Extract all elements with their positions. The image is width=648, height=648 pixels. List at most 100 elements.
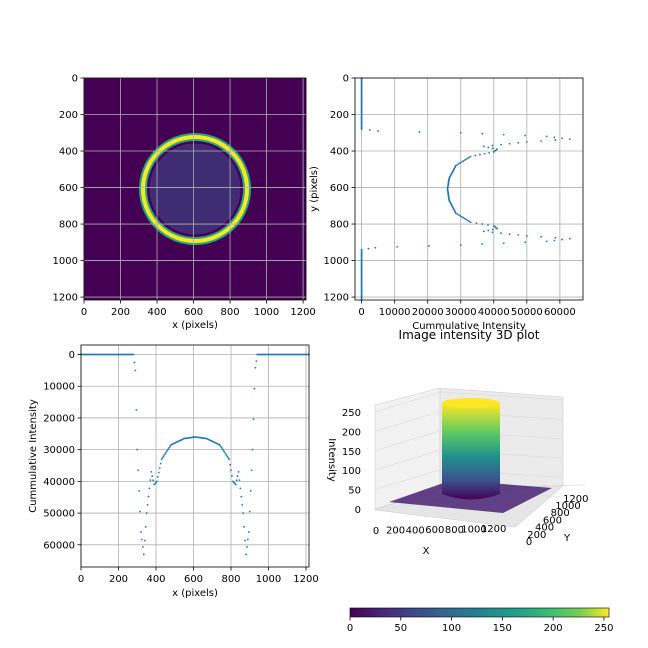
y-profile-point bbox=[540, 235, 543, 238]
surface-zlabel: Intensity bbox=[326, 438, 337, 482]
x-profile-point bbox=[228, 458, 231, 461]
y-profile-point bbox=[517, 234, 520, 236]
y-profile-xtick-label: 10000 bbox=[379, 307, 411, 318]
y-profile-point bbox=[465, 218, 468, 221]
x-profile-xtick-label: 1200 bbox=[293, 574, 318, 585]
y-profile-ytick-label: 1000 bbox=[324, 256, 349, 267]
y-profile-point bbox=[502, 133, 505, 136]
surface-xtick-label: 600 bbox=[425, 525, 444, 536]
y-profile-point bbox=[561, 238, 563, 241]
x-profile-point bbox=[143, 539, 146, 542]
y-profile-point bbox=[456, 163, 459, 166]
colorbar-tick-label: 0 bbox=[347, 623, 353, 634]
x-profile-point bbox=[164, 452, 167, 455]
y-profile-point bbox=[462, 216, 465, 219]
x-profile-point bbox=[240, 495, 243, 498]
x-profile-point bbox=[249, 489, 252, 492]
y-profile-point bbox=[508, 233, 511, 235]
x-profile-ytick-label: 0 bbox=[69, 350, 75, 361]
x-profile-point bbox=[156, 480, 158, 483]
colorbar-tick-label: 150 bbox=[493, 623, 512, 634]
x-profile-xtick-label: 600 bbox=[184, 574, 203, 585]
y-profile-xtick-label: 0 bbox=[358, 307, 364, 318]
surface-ytick-label: 1000 bbox=[555, 501, 580, 512]
y-profile-point bbox=[482, 145, 485, 148]
y-profile-point bbox=[568, 237, 571, 240]
surface-xtick-label: 400 bbox=[406, 525, 425, 536]
ring-inner-dark bbox=[149, 143, 241, 235]
x-profile-point bbox=[166, 449, 169, 452]
x-profile-ytick-label: 20000 bbox=[43, 413, 75, 424]
surface-ztick-label: 100 bbox=[342, 466, 361, 477]
y-profile-point bbox=[428, 245, 430, 247]
surface-ytick-label: 400 bbox=[535, 523, 554, 534]
heatmap-ytick-label: 200 bbox=[59, 110, 78, 121]
x-profile-point bbox=[138, 489, 141, 492]
x-profile-frame bbox=[80, 344, 310, 568]
x-profile-point bbox=[134, 369, 137, 372]
x-profile-xtick-label: 800 bbox=[221, 574, 240, 585]
surface-zgrid bbox=[374, 469, 441, 490]
heatmap-ytick-label: 1200 bbox=[53, 293, 78, 304]
y-profile-point bbox=[368, 129, 371, 131]
colorbar-tick-label: 50 bbox=[394, 623, 407, 634]
surface-ytick-label: 1200 bbox=[563, 494, 588, 505]
surface-xtick-label: 800 bbox=[445, 525, 464, 536]
y-profile-point bbox=[500, 143, 502, 146]
surface-pillar bbox=[442, 404, 500, 500]
heatmap-xtick-label: 400 bbox=[147, 307, 166, 318]
surface-ztick-label: 0 bbox=[355, 505, 361, 516]
colorbar: 0 50 100 150 200 250 bbox=[347, 607, 613, 634]
y-profile-point bbox=[545, 240, 548, 243]
x-profile-point bbox=[234, 483, 237, 486]
y-profile-ytick-label: 800 bbox=[330, 220, 349, 231]
heatmap-xtick-label: 600 bbox=[184, 307, 203, 318]
y-profile-point bbox=[466, 219, 469, 222]
surface-ztick-label: 200 bbox=[342, 427, 361, 438]
y-profile-point bbox=[468, 220, 471, 223]
surface-title: Image intensity 3D plot bbox=[399, 328, 540, 342]
x-profile-point bbox=[252, 418, 255, 421]
x-profile-point bbox=[247, 531, 250, 534]
y-profile-ytick-label: 0 bbox=[343, 74, 349, 85]
x-profile-point bbox=[132, 353, 135, 356]
x-profile-point bbox=[235, 479, 238, 482]
y-profile-point bbox=[468, 156, 471, 159]
surface-3d-panel: Image intensity 3D plot 0 50 100 150 200 250 0… bbox=[326, 328, 589, 557]
surface-zgrid bbox=[374, 391, 441, 413]
x-profile-point bbox=[255, 360, 258, 363]
x-profile-point bbox=[246, 546, 248, 548]
x-profile-point bbox=[236, 475, 239, 477]
y-profile-point bbox=[479, 153, 481, 156]
y-profile-xtick-label: 20000 bbox=[412, 307, 444, 318]
x-profile-point bbox=[250, 469, 253, 472]
x-profile-point bbox=[230, 469, 232, 472]
surface-ylabel: Y bbox=[563, 533, 571, 544]
x-profile-point bbox=[135, 409, 138, 411]
y-profile-point bbox=[502, 242, 505, 245]
y-profile-point bbox=[554, 236, 557, 239]
y-profile-point bbox=[553, 239, 556, 242]
y-profile-point bbox=[487, 146, 490, 149]
x-profile-point bbox=[167, 448, 170, 451]
x-profile-point bbox=[244, 539, 246, 542]
x-profile-point bbox=[238, 479, 241, 482]
surface-zgrid bbox=[439, 391, 564, 401]
x-profile-xtick-label: 0 bbox=[78, 574, 84, 585]
y-profile-point bbox=[469, 155, 472, 158]
y-profile-point bbox=[482, 230, 485, 233]
y-profile-point bbox=[460, 215, 463, 218]
x-profile-point bbox=[237, 470, 240, 473]
y-profile-point bbox=[463, 217, 466, 220]
x-profile-point bbox=[227, 456, 230, 459]
surface-xtick-label: 0 bbox=[373, 526, 379, 537]
x-profile-point bbox=[161, 456, 164, 459]
surface-zgrid bbox=[374, 411, 441, 432]
y-profile-point bbox=[568, 138, 571, 141]
x-profile-point bbox=[220, 446, 223, 449]
x-profile-point bbox=[251, 448, 254, 451]
y-profile-point bbox=[545, 135, 548, 138]
x-profile-point bbox=[231, 474, 233, 477]
y-profile-point bbox=[456, 213, 459, 215]
x-profile-point bbox=[142, 553, 145, 556]
